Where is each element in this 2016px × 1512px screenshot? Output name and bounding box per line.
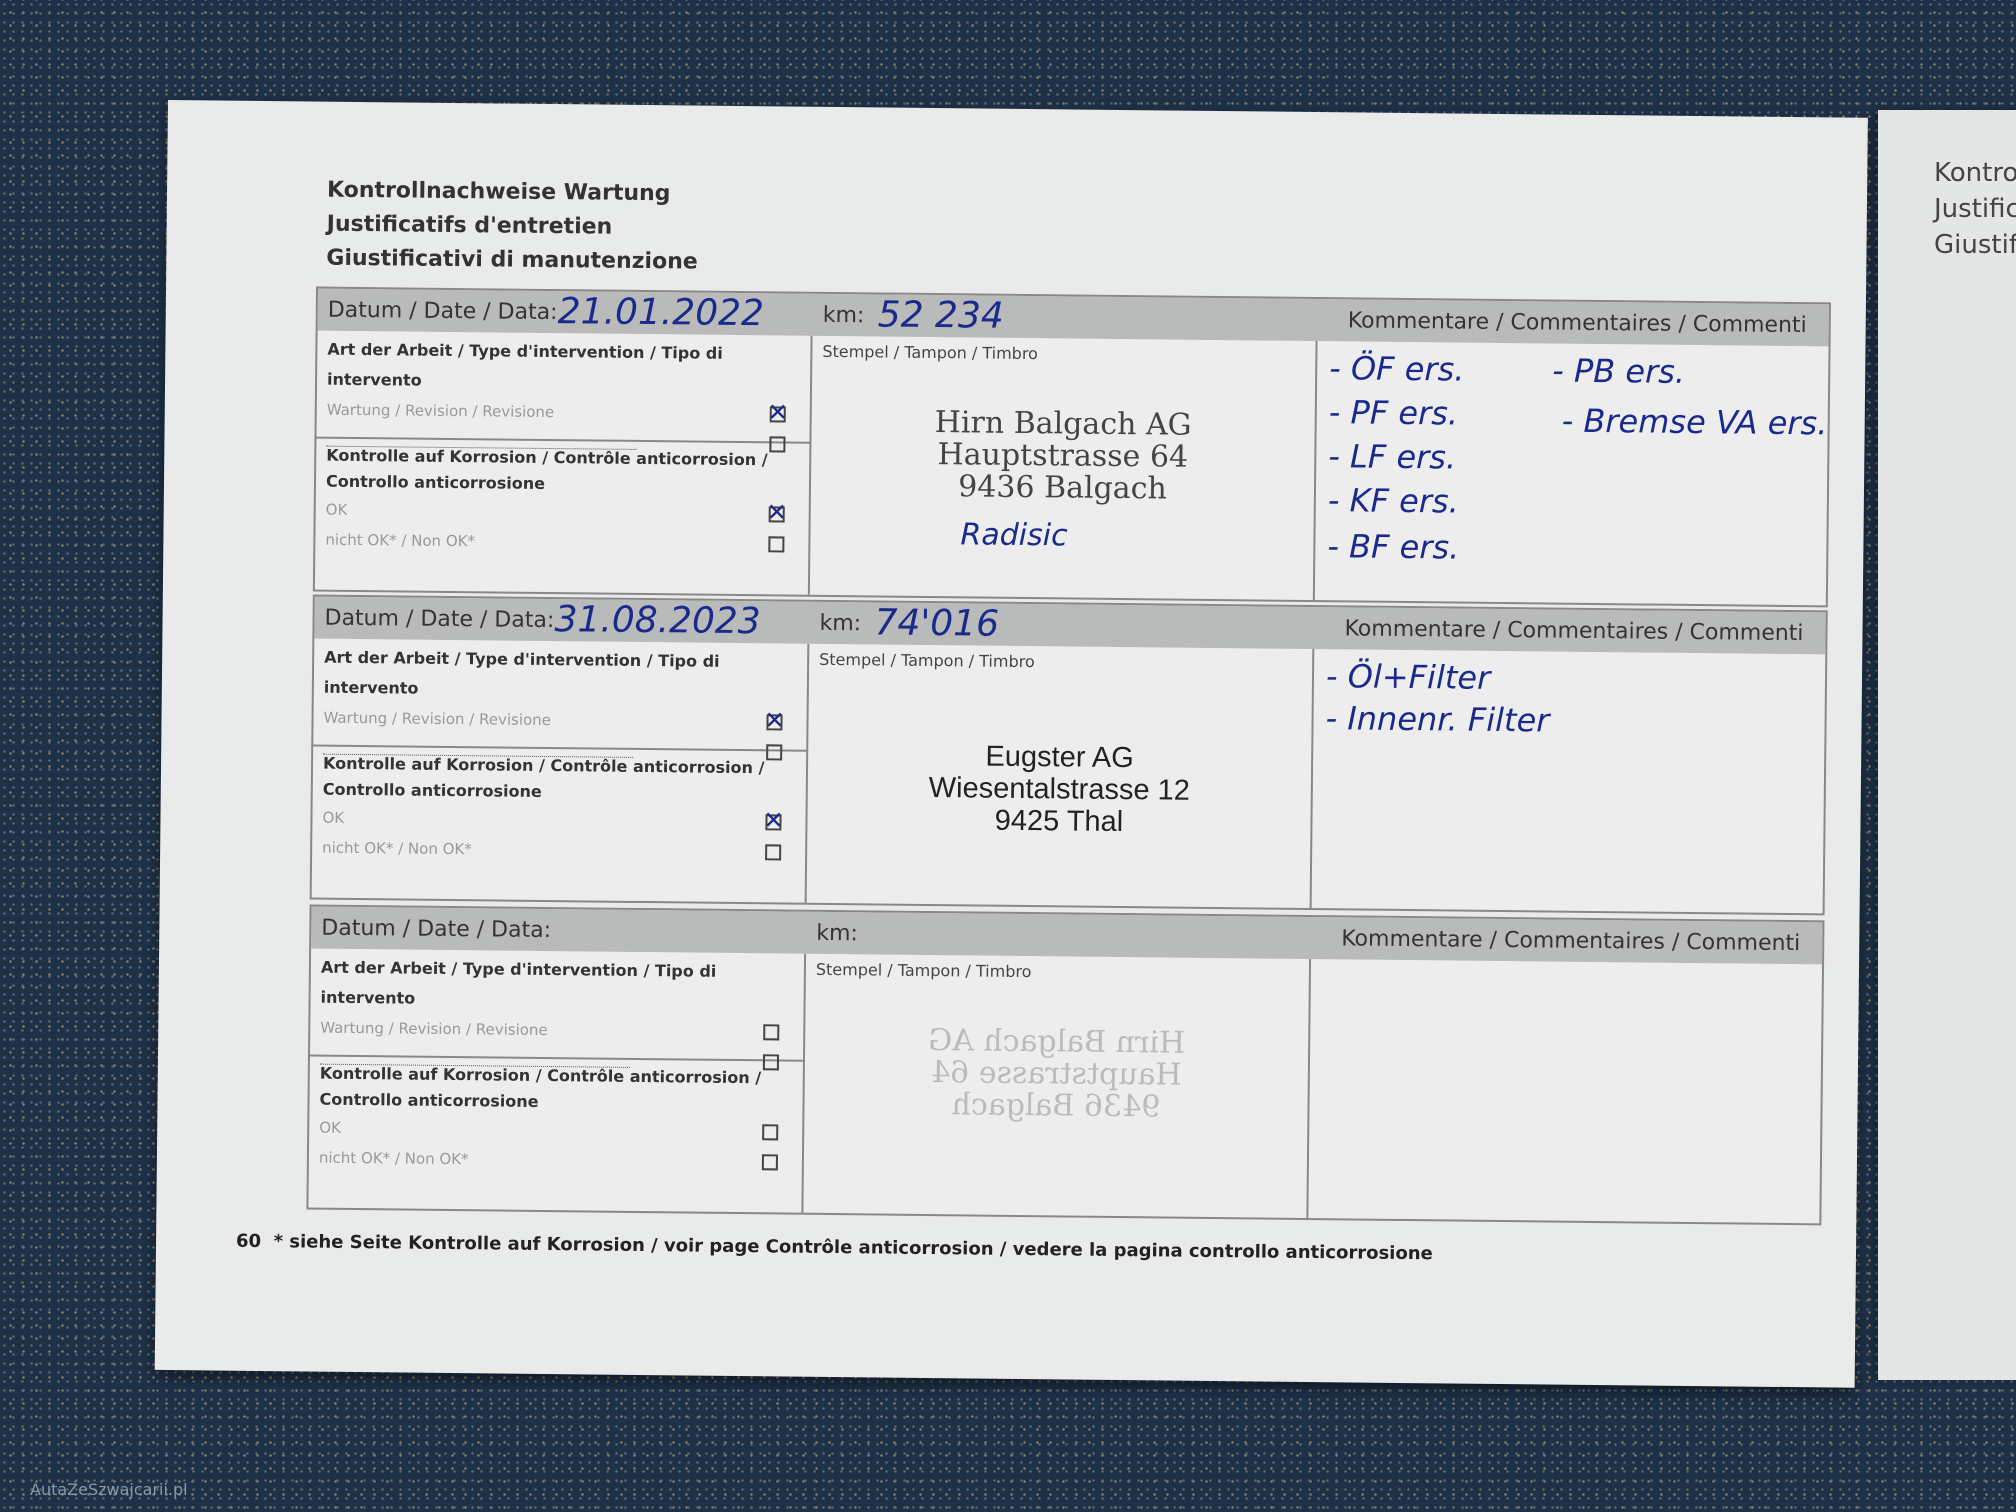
comment-line: - PB ers. [1552, 351, 1686, 391]
comments-label: Kommentare / Commentaires / Commenti [1341, 925, 1801, 956]
ok-checkbox[interactable] [768, 506, 785, 523]
comment-line: - LF ers. [1328, 437, 1457, 477]
not-ok-label: nicht OK* / Non OK* [318, 1148, 469, 1169]
km-value[interactable]: 52 234 [877, 294, 1004, 337]
ok-label: OK [322, 808, 345, 827]
service-label: Wartung / Revision / Revisione [323, 708, 552, 730]
comments-area[interactable]: - ÖF ers. - PF ers. - LF ers. - KF ers. - BF… [1315, 341, 1829, 605]
date-value[interactable]: 21.01.2022 [557, 291, 765, 335]
stamp-line: Wiesentalstrasse 12 [928, 772, 1191, 807]
ok-label: OK [319, 1118, 341, 1137]
service-entry: Datum / Date / Data: km: Kommentare / Co… [306, 904, 1825, 1226]
service-booklet-page: Kontrollnachweise Wartung Justificatifs … [154, 100, 1868, 1388]
work-type-label: Art der Arbeit / Type d'intervention / T… [323, 647, 720, 698]
service-entry: Datum / Date / Data: 21.01.2022 km: 52 2… [312, 286, 1831, 608]
service-checkbox[interactable] [763, 1024, 780, 1041]
work-type-label: Art der Arbeit / Type d'intervention / T… [320, 957, 717, 1008]
not-ok-checkbox[interactable] [761, 1154, 778, 1171]
not-ok-label: nicht OK* / Non OK* [325, 530, 476, 551]
title-fr: Justificatifs d'entretien [326, 211, 613, 240]
workshop-stamp: Eugster AG Wiesentalstrasse 12 9425 Thal [807, 739, 1311, 840]
title-it: Giustificativi di manutenzione [326, 245, 698, 275]
page-number: 60 [235, 1230, 262, 1253]
date-label: Datum / Date / Data: [321, 915, 552, 943]
title-de: Kontrollnachweise Wartung [326, 177, 671, 207]
comments-label: Kommentare / Commentaires / Commenti [1347, 307, 1807, 338]
service-checkbox[interactable] [766, 714, 783, 731]
service-checkbox[interactable] [769, 406, 786, 423]
date-label: Datum / Date / Data: [327, 297, 558, 325]
corrosion-label-it: Controllo anticorrosione [322, 779, 542, 801]
not-ok-checkbox[interactable] [768, 536, 785, 553]
comments-label: Kommentare / Commentaires / Commenti [1344, 615, 1804, 646]
not-ok-label: nicht OK* / Non OK* [322, 838, 472, 859]
date-label: Datum / Date / Data: [324, 605, 555, 633]
service-label: Wartung / Revision / Revisione [326, 400, 555, 422]
comments-area[interactable] [1308, 959, 1822, 1223]
corrosion-label-it: Controllo anticorrosione [325, 471, 546, 493]
footer-note: 60 * siehe Seite Kontrolle auf Korrosion… [236, 1231, 1433, 1265]
ok-label: OK [325, 500, 348, 519]
next-title-1: Kontro [1934, 158, 2016, 188]
service-entry: Datum / Date / Data: 31.08.2023 km: 74'0… [309, 594, 1828, 916]
comment-line: - PF ers. [1328, 393, 1459, 433]
comment-line: - BF ers. [1327, 527, 1460, 567]
work-type-label: Art der Arbeit / Type d'intervention / T… [326, 339, 723, 390]
service-label: Wartung / Revision / Revisione [320, 1018, 548, 1040]
next-title-3: Giustif [1934, 230, 2016, 260]
page-titles: Kontrollnachweise Wartung Justificatifs … [326, 174, 698, 280]
stamp-label: Stempel / Tampon / Timbro [819, 649, 1035, 672]
comment-line: - KF ers. [1327, 481, 1460, 521]
footnote: * siehe Seite Kontrolle auf Korrosion / … [273, 1231, 1433, 1265]
stamp-line: 9436 Balgach [957, 469, 1167, 507]
signature: Radisic [960, 517, 1068, 554]
date-value[interactable]: 31.08.2023 [554, 599, 761, 643]
stamp-label: Stempel / Tampon / Timbro [815, 959, 1032, 982]
km-value[interactable]: 74'016 [874, 602, 1000, 645]
stamp-label: Stempel / Tampon / Timbro [822, 341, 1039, 364]
km-label: km: [819, 610, 862, 636]
ok-checkbox[interactable] [765, 814, 782, 831]
ok-checkbox[interactable] [762, 1124, 779, 1141]
stamp-bleed-through: Hirn Balgach AG Hauptstrasse 64 9436 Balga… [804, 1023, 1308, 1125]
comment-line: - ÖF ers. [1329, 349, 1465, 389]
comment-line: - Öl+Filter [1325, 657, 1491, 697]
stamp-line: 9436 Balgach [951, 1087, 1161, 1125]
km-label: km: [816, 920, 859, 946]
next-page-edge: Kontro Justific Giustif [1878, 110, 2016, 1380]
watermark: AutaZeSzwajcarii.pl [30, 1480, 188, 1499]
workshop-stamp: Hirn Balgach AG Hauptstrasse 64 9436 Balga… [811, 405, 1315, 507]
corrosion-label-it: Controllo anticorrosione [319, 1089, 539, 1111]
stamp-line: Eugster AG [985, 740, 1134, 775]
comments-area[interactable]: - Öl+Filter - Innenr. Filter [1312, 649, 1826, 913]
stamp-line: 9425 Thal [994, 804, 1124, 839]
km-label: km: [822, 302, 865, 328]
next-title-2: Justific [1934, 194, 2016, 224]
comment-line: - Bremse VA ers. [1561, 401, 1828, 443]
comment-line: - Innenr. Filter [1325, 699, 1550, 740]
not-ok-checkbox[interactable] [765, 844, 782, 861]
